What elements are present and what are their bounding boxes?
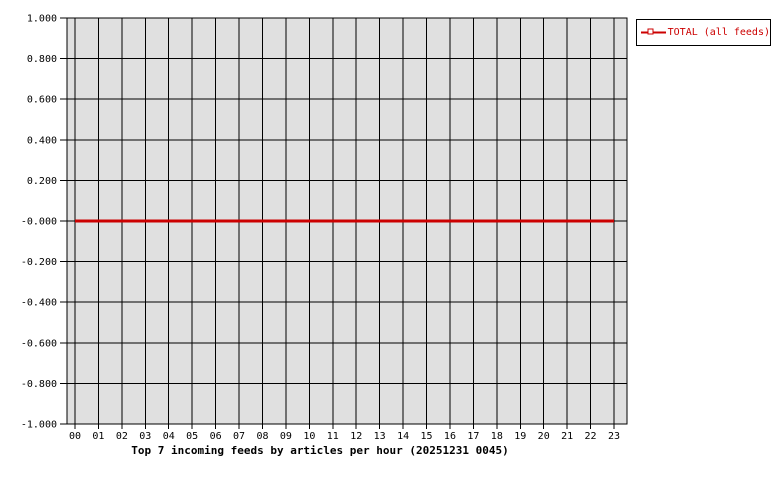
y-tick-label: 0.800 <box>27 54 57 65</box>
x-tick-label: 21 <box>561 431 573 442</box>
x-tick-label: 07 <box>233 431 245 442</box>
x-tick-label: 18 <box>491 431 503 442</box>
x-tick-label: 13 <box>374 431 386 442</box>
legend-line-marker-icon <box>641 28 666 35</box>
y-tick-label: -0.600 <box>21 338 57 349</box>
x-tick-label: 16 <box>444 431 456 442</box>
y-tick-label: -0.800 <box>21 379 57 390</box>
y-tick-label: 0.200 <box>27 176 57 187</box>
x-tick-label: 20 <box>538 431 550 442</box>
x-tick-label: 23 <box>608 431 620 442</box>
x-tick-label: 02 <box>116 431 128 442</box>
x-tick-label: 01 <box>92 431 104 442</box>
y-tick-label: -0.400 <box>21 298 57 309</box>
x-tick-label: 14 <box>397 431 409 442</box>
x-tick-label: 11 <box>327 431 339 442</box>
plot-border <box>66 17 628 425</box>
x-tick-label: 03 <box>139 431 151 442</box>
x-tick-label: 00 <box>69 431 81 442</box>
x-tick-label: 15 <box>420 431 432 442</box>
y-tick-label: 0.600 <box>27 95 57 106</box>
x-tick-label: 10 <box>303 431 315 442</box>
x-tick-label: 04 <box>163 431 175 442</box>
x-tick-label: 09 <box>280 431 292 442</box>
x-tick-label: 19 <box>514 431 526 442</box>
y-tick-label: 0.400 <box>27 135 57 146</box>
x-tick-label: 12 <box>350 431 362 442</box>
legend-label: TOTAL (all feeds) <box>667 26 770 38</box>
x-tick-label: 17 <box>467 431 479 442</box>
x-tick-label: 22 <box>585 431 597 442</box>
legend: TOTAL (all feeds) <box>636 19 771 46</box>
x-tick-label: 06 <box>210 431 222 442</box>
y-tick-label: 1.000 <box>27 14 57 25</box>
y-tick-label: -0.000 <box>21 217 57 228</box>
x-tick-label: 05 <box>186 431 198 442</box>
y-tick-label: -1.000 <box>21 420 57 431</box>
chart-title: Top 7 incoming feeds by articles per hou… <box>131 444 509 457</box>
x-tick-label: 08 <box>256 431 268 442</box>
y-tick-label: -0.200 <box>21 257 57 268</box>
